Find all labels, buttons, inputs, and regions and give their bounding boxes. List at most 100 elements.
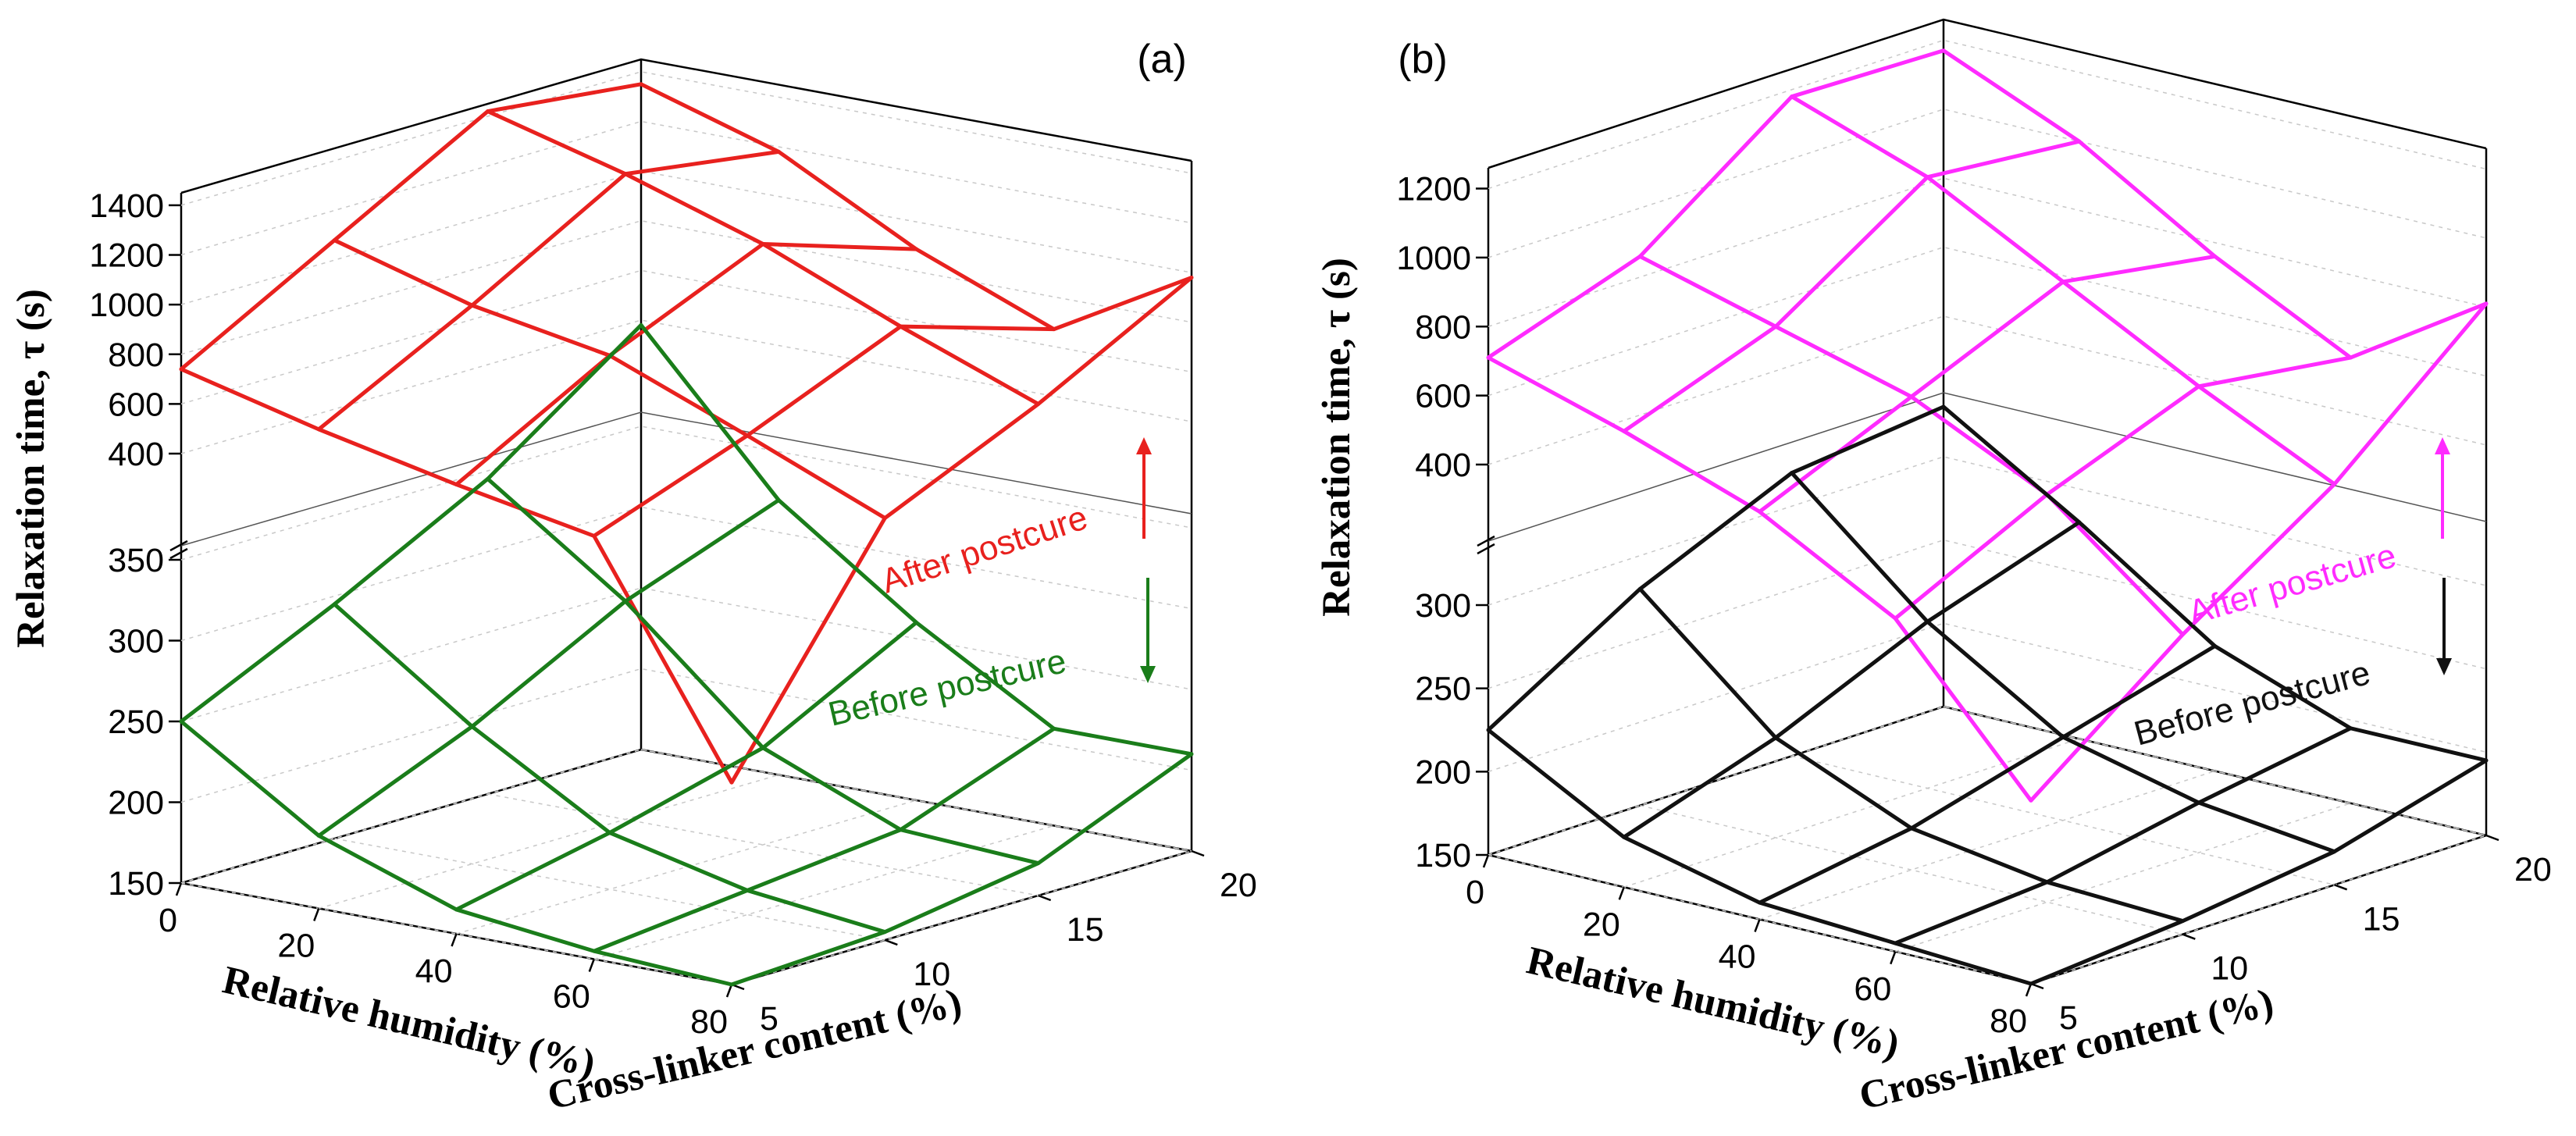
surface-line-humidity bbox=[1894, 355, 2351, 621]
x-tick-mark bbox=[451, 933, 458, 947]
data-point bbox=[1925, 175, 1929, 180]
surface-line-humidity bbox=[729, 276, 1193, 784]
data-point bbox=[2197, 384, 2201, 389]
data-point bbox=[1486, 355, 1491, 360]
z-axis-break-mark bbox=[169, 540, 188, 560]
data-point bbox=[2180, 632, 2185, 637]
data-point bbox=[2213, 254, 2217, 258]
y-tick-mark bbox=[884, 938, 898, 946]
surface-line-humidity bbox=[180, 82, 642, 371]
floor-grid-line bbox=[1623, 738, 2079, 888]
panel-label: (b) bbox=[1398, 37, 1448, 82]
data-point bbox=[882, 930, 887, 935]
data-point bbox=[1622, 835, 1626, 839]
data-point bbox=[914, 247, 918, 251]
surface-before-postcure bbox=[179, 322, 1194, 987]
y-tick-mark bbox=[2182, 933, 2196, 940]
z-grid-line bbox=[180, 219, 1192, 355]
x-tick-label: 0 bbox=[1466, 874, 1484, 911]
data-point bbox=[1790, 94, 1794, 99]
z-grid-line bbox=[1488, 109, 2487, 258]
data-point bbox=[1189, 276, 1194, 280]
data-point bbox=[486, 109, 490, 114]
z-grid-line bbox=[1488, 177, 2487, 327]
z-axis-title: Relaxation time, τ (s) bbox=[9, 289, 53, 648]
data-point bbox=[1909, 826, 1914, 831]
data-point bbox=[1189, 752, 1194, 757]
x-tick-label: 60 bbox=[553, 978, 590, 1016]
data-point bbox=[2197, 800, 2201, 805]
surface-line-humidity bbox=[2029, 302, 2488, 803]
z-grid-line bbox=[1488, 39, 2487, 190]
y-tick-label: 15 bbox=[2363, 900, 2400, 938]
data-point bbox=[1773, 735, 1778, 740]
z-tick-label: 800 bbox=[1415, 308, 1471, 346]
z-tick-label: 250 bbox=[1415, 671, 1471, 708]
surface-line-humidity bbox=[180, 323, 643, 723]
surface-line-humidity bbox=[455, 621, 918, 912]
data-point bbox=[1758, 900, 1762, 905]
data-point bbox=[639, 322, 643, 327]
floor-grid-line bbox=[334, 838, 885, 941]
data-point bbox=[623, 172, 628, 176]
data-point bbox=[592, 533, 597, 538]
y-tick-label: 20 bbox=[2514, 851, 2552, 889]
floor-grid-line bbox=[456, 799, 917, 935]
x-tick-label: 80 bbox=[1990, 1002, 2027, 1040]
data-point bbox=[1941, 404, 1946, 409]
data-point bbox=[332, 602, 337, 607]
x-tick-label: 40 bbox=[1719, 938, 1756, 976]
x-tick-mark bbox=[1890, 951, 1897, 965]
data-point bbox=[2348, 726, 2353, 731]
up-arrow-head-icon bbox=[2435, 437, 2450, 454]
z-grid-line bbox=[180, 71, 1192, 206]
floor-grid-line bbox=[593, 824, 1054, 960]
surface-line-humidity bbox=[317, 149, 779, 431]
y-tick-mark bbox=[2334, 884, 2348, 891]
data-point bbox=[729, 982, 734, 987]
z-grid-line bbox=[180, 269, 1192, 405]
surface-line-humidity bbox=[454, 242, 917, 486]
data-point bbox=[2029, 981, 2033, 986]
y-tick-label: 5 bbox=[2059, 999, 2078, 1037]
axis-break-plane bbox=[180, 411, 1192, 547]
y-tick-label: 5 bbox=[760, 1000, 779, 1038]
surface-before-postcure bbox=[1486, 404, 2489, 986]
data-point bbox=[1052, 327, 1056, 332]
x-axis-title: Relative humidity (%) bbox=[1523, 938, 1903, 1067]
data-point bbox=[316, 833, 321, 838]
z-grid-line bbox=[1488, 622, 2487, 773]
surface-line-humidity bbox=[1623, 139, 2080, 433]
floor-grid-line bbox=[731, 850, 1192, 985]
data-point bbox=[470, 303, 475, 308]
y-tick-label: 10 bbox=[913, 956, 950, 993]
data-point bbox=[592, 949, 597, 953]
floor-grid-line bbox=[2030, 835, 2487, 985]
data-point bbox=[316, 427, 321, 432]
surface-line-humidity bbox=[1487, 404, 1944, 732]
data-point bbox=[745, 888, 750, 892]
surface-line-humidity bbox=[317, 498, 780, 838]
z-grid-line bbox=[1488, 315, 2487, 465]
surface-line-humidity bbox=[1623, 520, 2081, 839]
z-grid-line bbox=[180, 170, 1192, 305]
data-point bbox=[1925, 619, 1929, 624]
data-point bbox=[898, 828, 903, 832]
y-tick-label: 10 bbox=[2211, 950, 2248, 988]
data-point bbox=[2332, 482, 2337, 486]
data-point bbox=[2348, 355, 2353, 360]
data-point bbox=[2484, 301, 2489, 306]
data-point bbox=[179, 367, 183, 372]
data-point bbox=[1893, 941, 1897, 945]
x-tick-mark bbox=[1482, 854, 1490, 868]
data-point bbox=[454, 907, 458, 912]
z-grid-line bbox=[180, 587, 1192, 722]
z-axis-title: Relaxation time, τ (s) bbox=[1315, 258, 1359, 617]
surface-line-humidity bbox=[2030, 758, 2488, 986]
data-point bbox=[1486, 728, 1491, 732]
x-tick-label: 20 bbox=[277, 928, 315, 965]
data-point bbox=[2077, 520, 2082, 525]
top-edge bbox=[180, 58, 1192, 194]
z-tick-label: 800 bbox=[108, 337, 164, 374]
